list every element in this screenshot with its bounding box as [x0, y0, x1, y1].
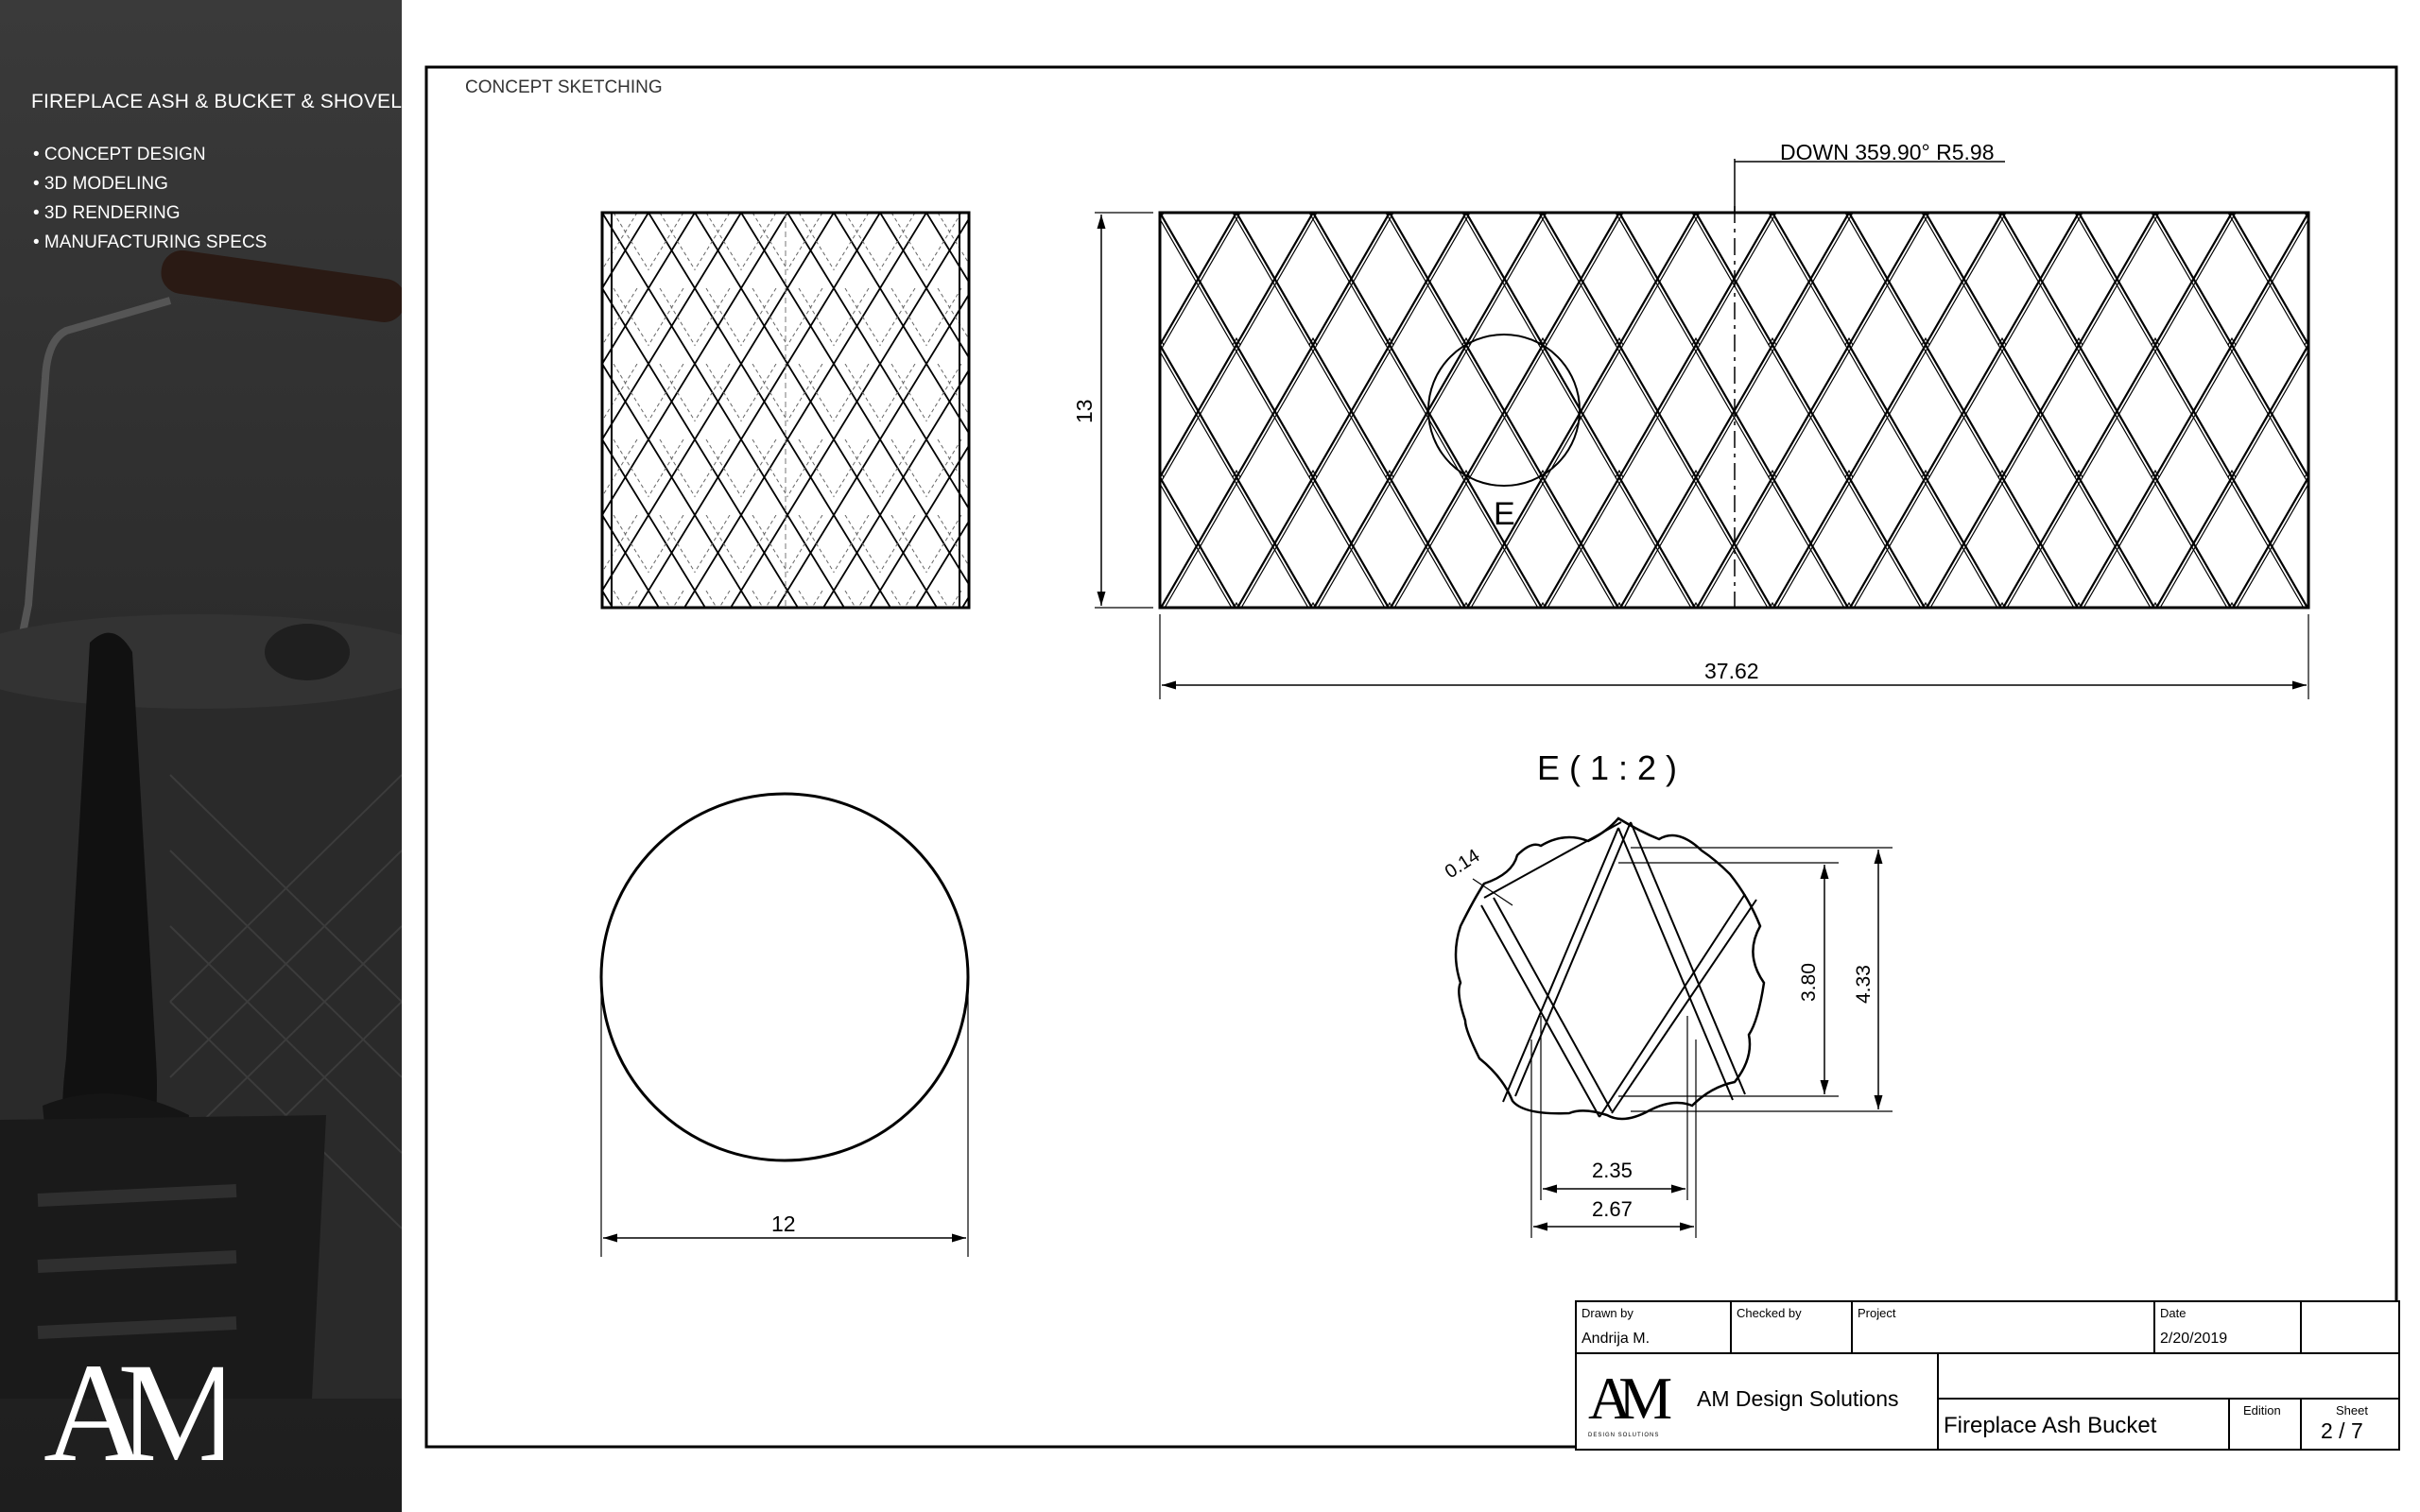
- front-view: E: [1158, 206, 2310, 614]
- svg-text:AM: AM: [43, 1342, 223, 1474]
- diameter-label: 12: [771, 1211, 796, 1236]
- annotation-leader: DOWN 359.90° R5.98: [1734, 140, 2005, 213]
- date-value: 2/20/2019: [2160, 1331, 2228, 1347]
- detail-dim-outer-h: 4.33: [1853, 965, 1875, 1004]
- am-logo: AM: [43, 1342, 223, 1474]
- date-cell: Date 2/20/2019: [2155, 1302, 2302, 1354]
- width-dimension: 37.62: [1159, 614, 2309, 699]
- sheet-label: Sheet: [2336, 1403, 2368, 1418]
- sheet-border: [424, 65, 2398, 1449]
- sheet-header: CONCEPT SKETCHING: [465, 77, 663, 97]
- detail-dim-inner-h: 3.80: [1798, 963, 1820, 1002]
- edition-label: Edition: [2243, 1403, 2281, 1418]
- title-block: Drawn by Andrija M. Checked by Project D…: [1575, 1300, 2400, 1451]
- service-item: • 3D RENDERING: [33, 203, 181, 223]
- annotation-text: DOWN 359.90° R5.98: [1780, 140, 1995, 164]
- product-render-image: [0, 249, 402, 1399]
- checked-by-label: Checked by: [1737, 1306, 1802, 1320]
- detail-dim-outer-w: 2.67: [1592, 1197, 1633, 1221]
- sheet-number: 2 / 7: [2321, 1418, 2363, 1443]
- logo-subtitle: DESIGN SOLUTIONS: [1588, 1433, 1660, 1438]
- project-cell: Project: [1853, 1302, 2155, 1354]
- drawing-title-cell: Fireplace Ash Bucket: [1939, 1400, 2230, 1449]
- height-dimension: 13: [1072, 212, 1153, 609]
- detail-dim-inner-w: 2.35: [1592, 1159, 1633, 1182]
- checked-by-cell: Checked by: [1732, 1302, 1853, 1354]
- top-view: 12: [599, 792, 970, 1257]
- project-label: Project: [1858, 1306, 1896, 1320]
- company-cell: AM DESIGN SOLUTIONS AM Design Solutions: [1577, 1354, 1939, 1449]
- drawn-by-cell: Drawn by Andrija M.: [1577, 1302, 1732, 1354]
- services-list: • CONCEPT DESIGN • 3D MODELING • 3D REND…: [33, 140, 267, 257]
- blank-title-cell: [1939, 1354, 2398, 1400]
- svg-text:AM: AM: [1588, 1365, 1671, 1432]
- date-label: Date: [2160, 1306, 2187, 1320]
- sheet-cell: Sheet 2 / 7: [2302, 1400, 2398, 1449]
- detail-circle: [1427, 334, 1581, 487]
- company-logo: AM: [1588, 1365, 1673, 1432]
- blank-cell: [2302, 1302, 2398, 1354]
- sidebar-title: FIREPLACE ASH & BUCKET & SHOVEL: [31, 91, 402, 112]
- detail-marker: E: [1494, 496, 1515, 532]
- service-item: • 3D MODELING: [33, 174, 168, 194]
- side-view: [600, 211, 971, 610]
- drawn-by-value: Andrija M.: [1582, 1331, 1651, 1347]
- height-label: 13: [1072, 399, 1097, 423]
- edition-cell: Edition: [2230, 1400, 2302, 1449]
- drawing-title: Fireplace Ash Bucket: [1944, 1413, 2157, 1438]
- service-item: • CONCEPT DESIGN: [33, 145, 206, 164]
- detail-view: E ( 1 : 2 ) 0.14 3.80 4.33 2.35 2.67: [1442, 748, 1893, 1238]
- width-label: 37.62: [1704, 659, 1759, 683]
- company-name: AM Design Solutions: [1697, 1386, 1899, 1411]
- detail-dim-line: 0.14: [1442, 846, 1484, 884]
- drawn-by-label: Drawn by: [1582, 1306, 1634, 1320]
- sidebar-panel: FIREPLACE ASH & BUCKET & SHOVEL • CONCEP…: [0, 0, 402, 1512]
- detail-title: E ( 1 : 2 ): [1537, 748, 1677, 787]
- service-item: • MANUFACTURING SPECS: [33, 232, 268, 252]
